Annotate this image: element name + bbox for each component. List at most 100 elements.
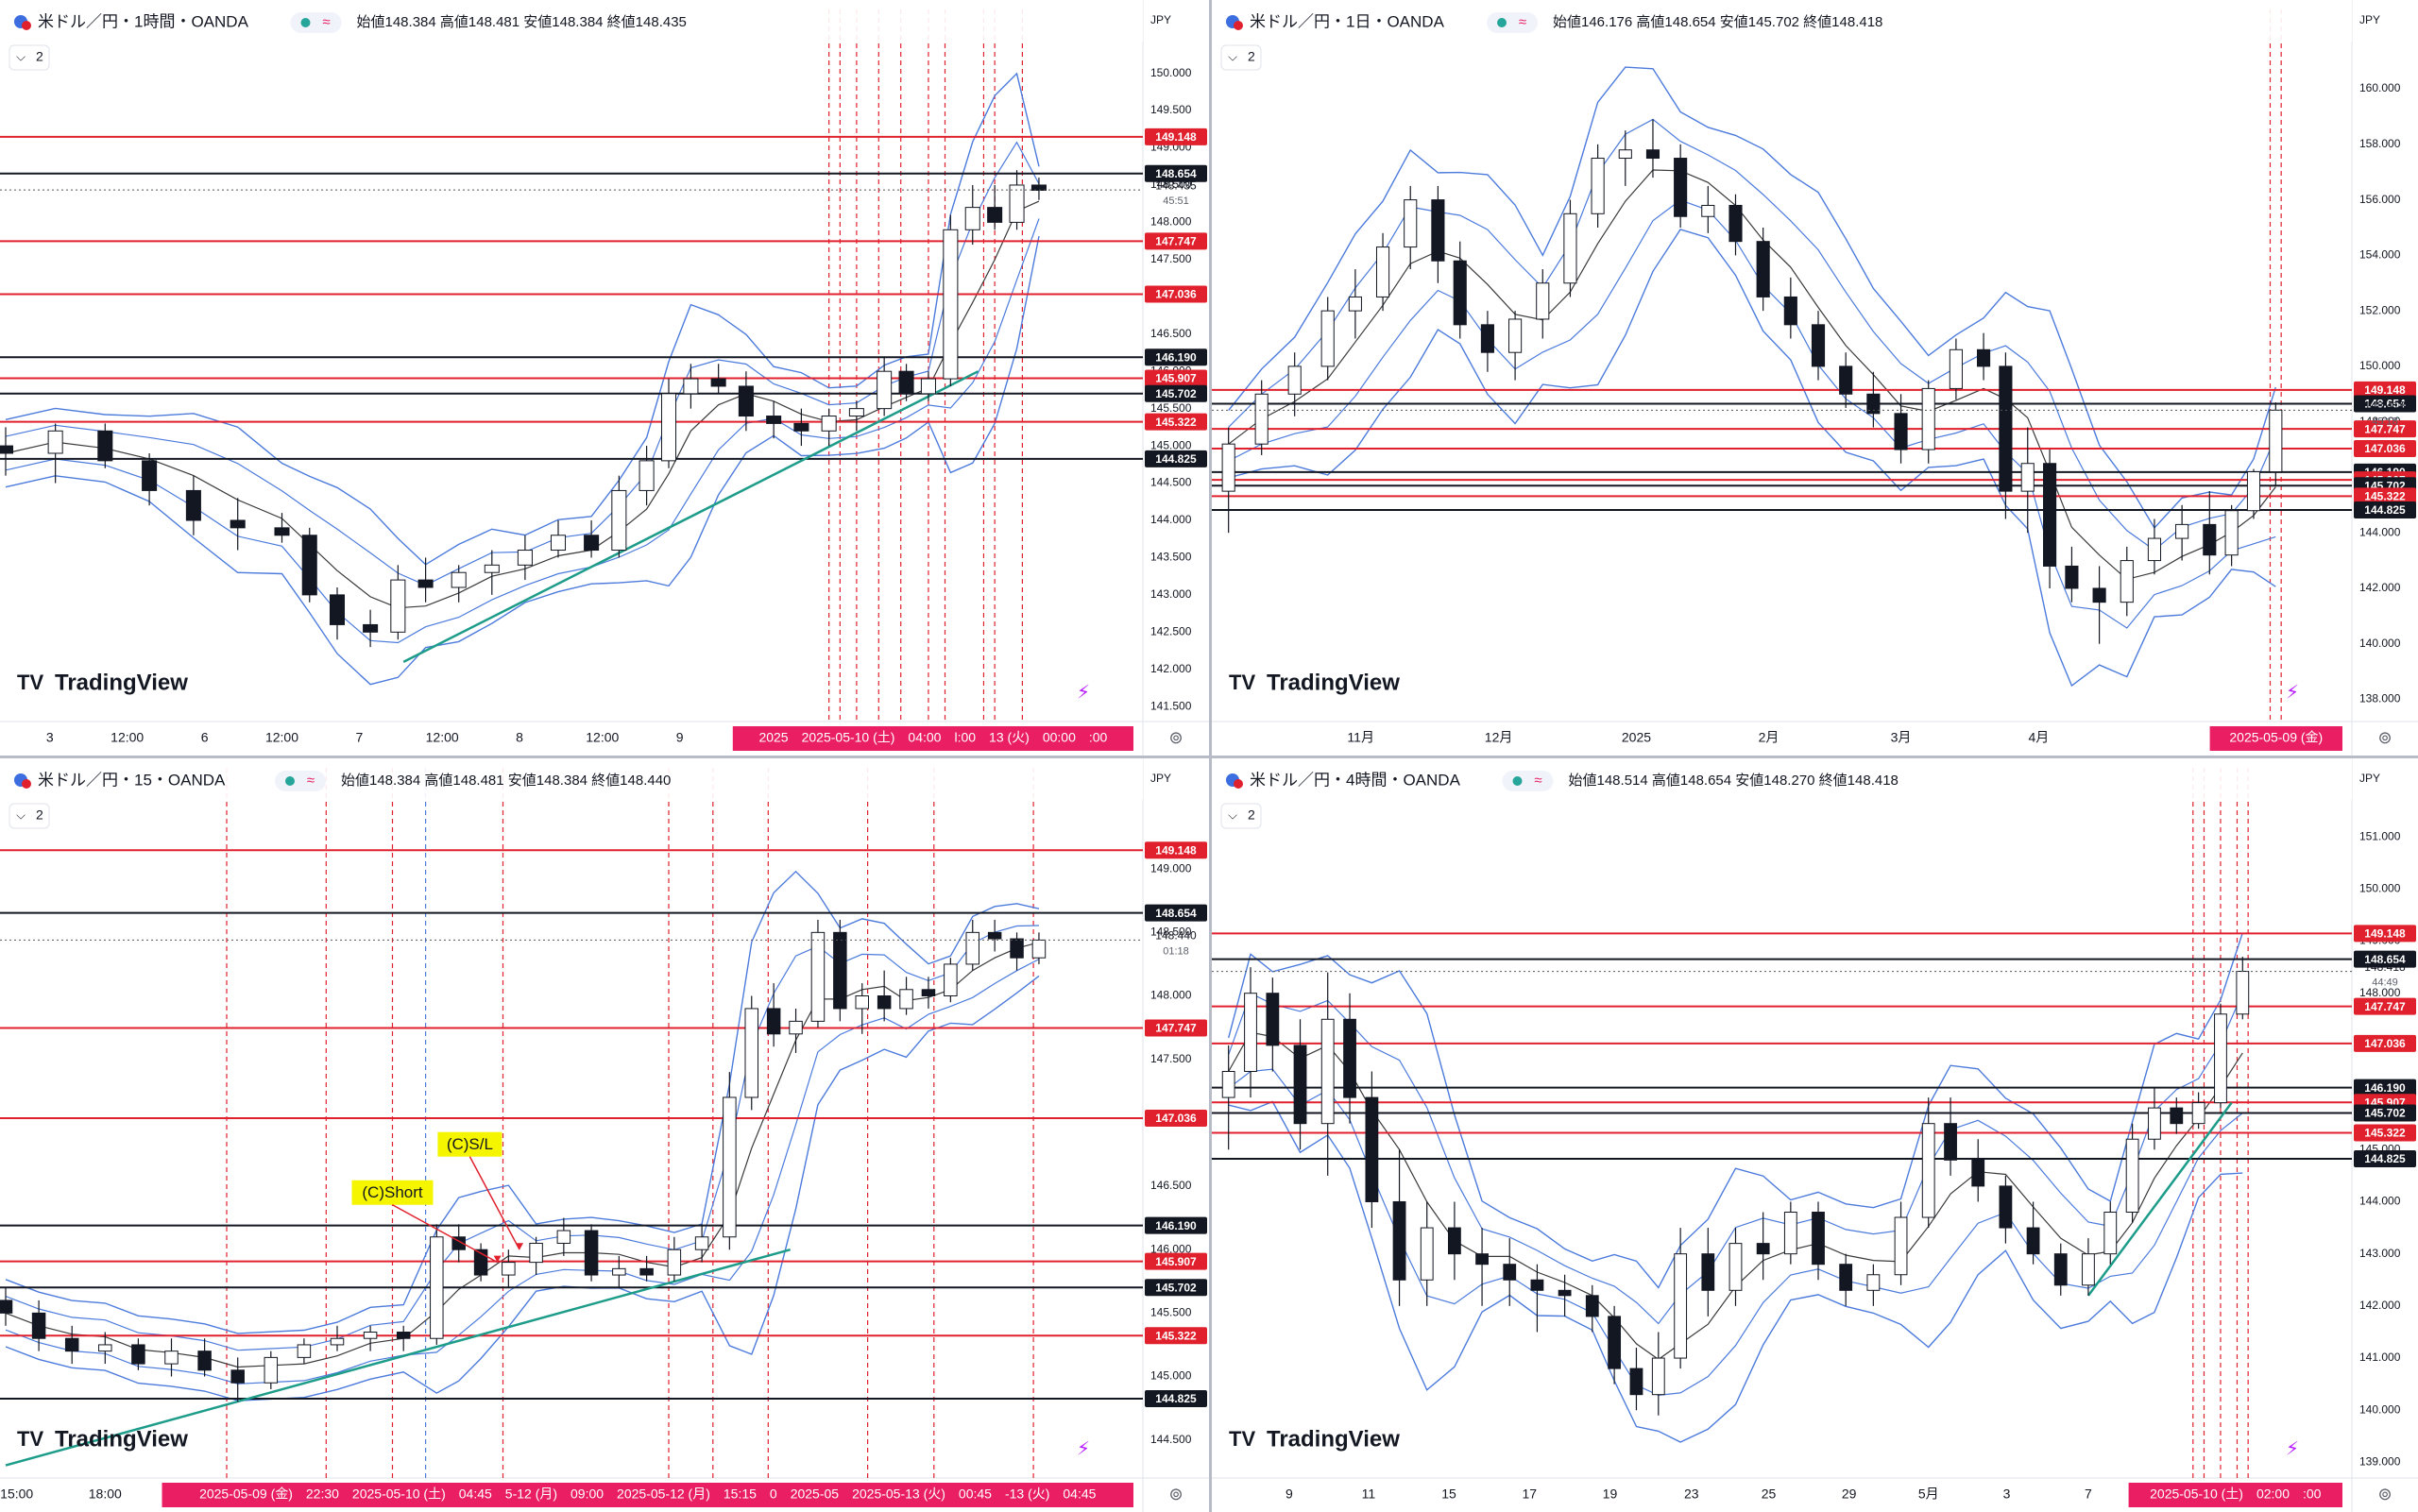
time-tick-label: 11月 [1347, 730, 1374, 745]
chart-svg-h4[interactable]: 151.000150.000149.000148.000147.000146.0… [1212, 758, 2418, 1512]
status-pill[interactable] [1502, 771, 1554, 791]
chart-pane-d1[interactable]: 160.000 158.000 156.000 154.000 152.000 150.0… [1212, 0, 2418, 756]
level-price-tag [1145, 285, 1207, 303]
chart-pane-h4[interactable]: 151.000150.000149.000148.000147.000146.0… [1212, 758, 2418, 1512]
time-tick-label: 9 [676, 730, 684, 745]
candle-body [943, 229, 959, 380]
candle-body [2147, 537, 2162, 562]
candle-body [1651, 1357, 1665, 1396]
pane-divider-horizontal[interactable] [0, 756, 2418, 758]
time-tick-label: 23 [1684, 1487, 1699, 1502]
indicator-collapse-button[interactable] [9, 803, 50, 829]
candle-body [1608, 1316, 1622, 1369]
candle-body [329, 594, 346, 625]
level-price-label: 149.148 [2364, 383, 2406, 397]
bollinger-upper-2 [5, 72, 1040, 566]
tradingview-watermark: TradingView [1267, 1426, 1400, 1452]
time-tick-label: 15 [1441, 1487, 1456, 1502]
replay-icon[interactable]: ⚡ [1077, 682, 1090, 703]
level-price-tag [2354, 395, 2416, 413]
status-pill[interactable] [1487, 12, 1538, 33]
time-tick-label: 12:00 [586, 730, 619, 745]
settings-icon[interactable]: ⊚ [1168, 1485, 1183, 1504]
time-tick-label: 11 [1362, 1487, 1376, 1502]
annotation-label: (C)S/L [447, 1135, 493, 1153]
candle-body [1839, 1264, 1853, 1291]
level-price-label: 149.148 [1155, 843, 1197, 857]
price-tick-label: 144.000 [2359, 525, 2401, 538]
price-tick-label: 142.000 [1150, 662, 1192, 675]
level-price-tag [2354, 381, 2416, 399]
replay-icon[interactable]: ⚡ [2286, 682, 2299, 703]
status-pill[interactable] [290, 12, 342, 33]
price-tick-label: 146.500 [1150, 1179, 1192, 1192]
trend-line[interactable] [5, 1248, 792, 1467]
settings-icon[interactable]: ⊚ [2377, 728, 2392, 747]
replay-icon[interactable]: ⚡ [2286, 1438, 2299, 1459]
level-price-tag [1145, 384, 1207, 402]
chart-pane-m15[interactable]: 149.000 148.500 148.000 147.500 146.500 146.0… [0, 758, 1209, 1512]
price-tick-label: 145.500 [1150, 401, 1192, 415]
candle-body [2191, 1102, 2205, 1125]
annotation-box[interactable] [437, 1131, 502, 1157]
chart-svg-h1[interactable]: 150.000149.500149.000148.500148.000147.5… [0, 0, 1209, 756]
chart-svg-m15[interactable]: 149.000 148.500 148.000 147.500 146.500 146.0… [0, 758, 1209, 1512]
indicator-collapse-button[interactable] [1220, 44, 1262, 71]
candle-body [1701, 1253, 1715, 1291]
candle-body [1448, 1227, 1461, 1255]
candle-body [964, 207, 980, 230]
status-pill[interactable] [275, 771, 326, 791]
candle-body [2125, 1138, 2139, 1214]
candle-body [297, 1344, 312, 1358]
annotation-label: (C)Short [362, 1183, 423, 1201]
trend-line[interactable] [2086, 1101, 2233, 1297]
level-price-tag [1145, 369, 1207, 387]
current-price-label: 148.418 [2364, 960, 2406, 974]
level-price-label: 146.190 [1155, 350, 1197, 364]
level-price-tag [2354, 1124, 2416, 1142]
candle-body [667, 1249, 682, 1276]
price-tick-label: 148.000 [1150, 989, 1192, 1002]
time-tick-label: 7 [2085, 1487, 2092, 1502]
bar-countdown: 44:49 [2372, 977, 2398, 989]
market-open-icon [1497, 18, 1507, 27]
candle-body [1944, 1123, 1957, 1161]
level-price-label: 145.322 [2364, 1127, 2406, 1140]
level-price-label: 146.190 [1155, 1219, 1197, 1232]
settings-icon[interactable]: ⊚ [2377, 1485, 2392, 1504]
replay-icon[interactable]: ⚡ [1077, 1438, 1090, 1459]
currency-label[interactable]: JPY [2359, 13, 2380, 26]
time-axis-highlight [2209, 726, 2342, 751]
chart-svg-d1[interactable]: 160.000 158.000 156.000 154.000 152.000 150.0… [1212, 0, 2418, 756]
candle-body [390, 579, 406, 633]
candle-body [723, 1096, 737, 1238]
symbol-title[interactable]: 米ドル／円・1日・OANDA [1250, 12, 1445, 30]
time-axis-highlight-label: 2025-05-09 (金) [2229, 730, 2323, 745]
symbol-title[interactable]: 米ドル／円・15・OANDA [38, 771, 226, 789]
level-price-tag [1145, 1216, 1207, 1234]
indicator-collapse-button[interactable] [9, 44, 50, 71]
settings-icon[interactable]: ⊚ [1168, 728, 1183, 747]
level-price-tag [1145, 232, 1207, 250]
symbol-title[interactable]: 米ドル／円・4時間・OANDA [1250, 771, 1461, 789]
candle-body [230, 519, 246, 529]
level-price-label: 148.654 [1155, 167, 1197, 180]
time-tick-label: 2月 [1759, 730, 1779, 745]
candle-body [1009, 184, 1025, 223]
candle-body [1244, 993, 1257, 1072]
currency-label[interactable]: JPY [1150, 772, 1171, 785]
chart-pane-h1[interactable]: 150.000 149.500 149.000 148.500 148.000 147.5… [0, 0, 1209, 756]
currency-label[interactable]: JPY [2359, 772, 2380, 785]
currency-label[interactable]: JPY [1150, 13, 1171, 26]
level-price-tag [1145, 1327, 1207, 1345]
indicator-collapse-button[interactable] [1220, 803, 1262, 829]
candle-body [1674, 1253, 1688, 1359]
annotation-box[interactable] [351, 1180, 434, 1205]
candle-body [363, 1332, 378, 1339]
trend-line[interactable] [402, 370, 979, 663]
level-price-label: 147.747 [1155, 1022, 1197, 1035]
symbol-title[interactable]: 米ドル／円・1時間・OANDA [38, 12, 249, 30]
candle-body [855, 995, 869, 1010]
level-price-label: 146.190 [2364, 1081, 2406, 1095]
time-axis-highlight-label: 2025 2025-05-10 (土) 04:00 l:00 13 (火) 00… [758, 730, 1107, 745]
